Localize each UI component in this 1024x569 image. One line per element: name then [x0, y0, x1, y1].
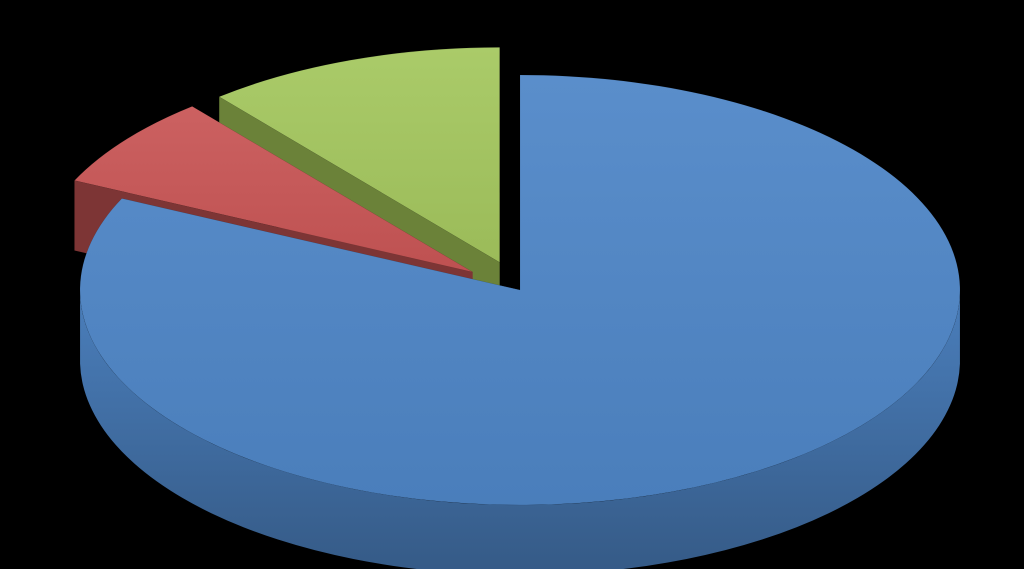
pie-chart-3d [0, 0, 1024, 569]
